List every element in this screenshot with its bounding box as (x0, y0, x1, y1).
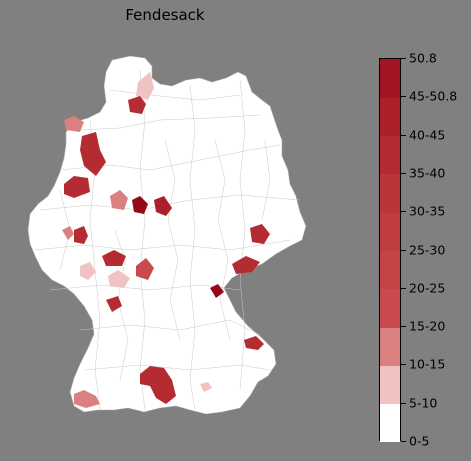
region-vogtland-district[interactable] (210, 284, 224, 298)
legend-label: 35-40 (409, 165, 446, 181)
region-ems-district[interactable] (80, 132, 106, 176)
legend-label: 15-20 (409, 318, 446, 334)
legend-label: 20-25 (409, 280, 446, 296)
legend-tick (401, 287, 406, 289)
region-east-frisia[interactable] (64, 116, 84, 132)
legend-swatch (380, 327, 400, 366)
region-braunschweig-district[interactable] (154, 196, 172, 216)
legend-swatch (380, 288, 400, 328)
legend-swatch (380, 403, 400, 443)
region-munich-district[interactable] (200, 382, 212, 392)
region-hannover-district[interactable] (132, 196, 148, 214)
legend-label: 0-5 (409, 433, 430, 449)
legend-label: 30-35 (409, 203, 446, 219)
legend-swatch (380, 250, 400, 290)
legend-swatch (380, 97, 400, 137)
region-bielefeld-district[interactable] (110, 190, 128, 210)
legend-swatch (380, 365, 400, 405)
legend-tick (401, 249, 406, 251)
legend-swatch (380, 59, 400, 98)
legend-tick (401, 134, 406, 136)
region-ruhr-district[interactable] (74, 226, 88, 244)
legend-label: 5-10 (409, 395, 438, 411)
legend-colorbar (379, 58, 401, 443)
legend-label: 10-15 (409, 356, 446, 372)
legend-swatch (380, 212, 400, 251)
region-bavarian-district[interactable] (244, 336, 264, 350)
region-chemnitz-district[interactable] (232, 256, 260, 274)
region-aachen-district[interactable] (62, 226, 74, 240)
region-kassel-district[interactable] (102, 250, 126, 266)
region-freiburg-district[interactable] (74, 390, 100, 408)
legend-swatch (380, 173, 400, 213)
region-koblenz-district[interactable] (80, 262, 96, 280)
legend-label: 45-50.8 (409, 88, 458, 104)
legend-tick (401, 96, 406, 98)
region-dresden-district[interactable] (250, 224, 270, 244)
legend-label: 50.8 (409, 50, 437, 66)
region-north-east-holstein[interactable] (136, 72, 154, 100)
legend-label: 25-30 (409, 242, 446, 257)
region-osnabrueck-district[interactable] (64, 176, 90, 198)
region-layer (62, 72, 270, 408)
legend-label: 40-45 (409, 127, 446, 143)
legend-tick (401, 441, 406, 442)
legend-tick (401, 326, 406, 328)
region-stuttgart-district[interactable] (140, 366, 176, 404)
legend-tick (401, 402, 406, 404)
legend-tick (401, 364, 406, 366)
region-frankfurt-district[interactable] (108, 270, 130, 288)
legend-tick (401, 211, 406, 213)
legend-swatch (380, 135, 400, 175)
map-title: Fendesack (125, 6, 205, 24)
region-fulda-district[interactable] (136, 258, 154, 280)
legend-tick (401, 172, 406, 174)
legend-tick (401, 58, 406, 59)
region-wuerzburg-district[interactable] (106, 296, 122, 312)
region-schleswig-district[interactable] (128, 96, 146, 114)
